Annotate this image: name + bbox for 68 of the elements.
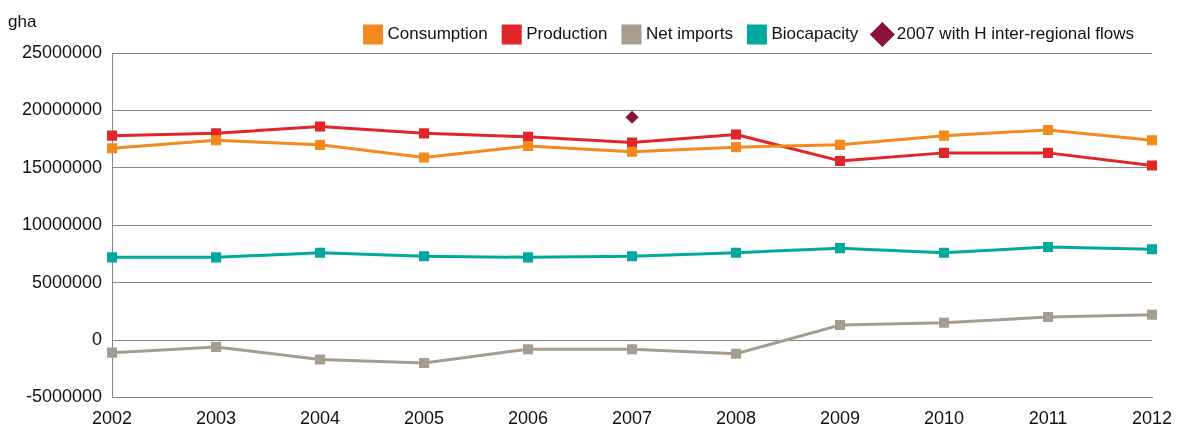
y-tick-label: 0 [92,328,103,349]
point [834,139,846,150]
x-tick-label: 2004 [300,408,341,429]
x-tick-label: 2005 [404,408,445,429]
point [938,247,950,258]
point [315,121,326,132]
point [834,320,846,331]
y-tick-label: 15000000 [21,156,103,177]
x-tick-label: 2010 [923,408,965,429]
point [627,137,638,148]
point [1146,135,1158,146]
point [315,354,326,365]
point [731,142,742,153]
x-tick-label: 2009 [820,408,861,429]
point [419,152,430,163]
point [107,130,118,141]
x-tick-label: 2008 [716,408,757,429]
point [107,252,118,263]
x-tick-label: 2002 [92,408,133,429]
legend-label: Net imports [645,24,733,44]
point [1146,160,1158,171]
y-tick-label: 10000000 [21,214,103,235]
point [1146,309,1158,320]
point [731,247,742,258]
point [419,357,430,368]
point [1042,312,1054,323]
x-tick-label: 2003 [196,408,237,429]
point [211,252,222,263]
point [107,143,118,154]
point [834,155,846,166]
legend-label: Consumption [387,24,488,44]
x-tick-label: 2006 [508,408,549,429]
point [627,344,638,355]
point [625,110,639,124]
point [315,247,326,258]
x-tick-label: 2012 [1131,408,1173,429]
point [523,252,534,263]
point [1042,147,1054,158]
point [1146,244,1158,255]
point [419,251,430,262]
point [523,131,534,142]
point [523,344,534,355]
point [731,348,742,359]
point [1042,124,1054,135]
point [107,347,118,358]
point [419,128,430,139]
legend-label: Production [526,24,608,44]
point [1042,241,1054,253]
y-tick-label: 25000000 [21,41,103,62]
point [731,129,742,140]
point [938,317,950,328]
x-tick-label: 2011 [1028,408,1068,429]
legend-label: 2007 with H inter-regional flows [896,24,1134,44]
point [938,130,950,141]
point [211,135,222,146]
point [211,341,222,352]
y-tick-label: 5000000 [32,271,103,292]
y-axis-title: gha [8,12,37,32]
point [938,147,950,158]
point [627,251,638,262]
point [315,139,326,150]
x-tick-label: 2007 [612,408,653,429]
y-tick-label: -5000000 [26,386,103,407]
y-tick-label: 20000000 [21,99,103,120]
point [627,146,638,157]
legend-label: Biocapacity [771,24,859,44]
point [523,140,534,152]
point [834,243,846,254]
